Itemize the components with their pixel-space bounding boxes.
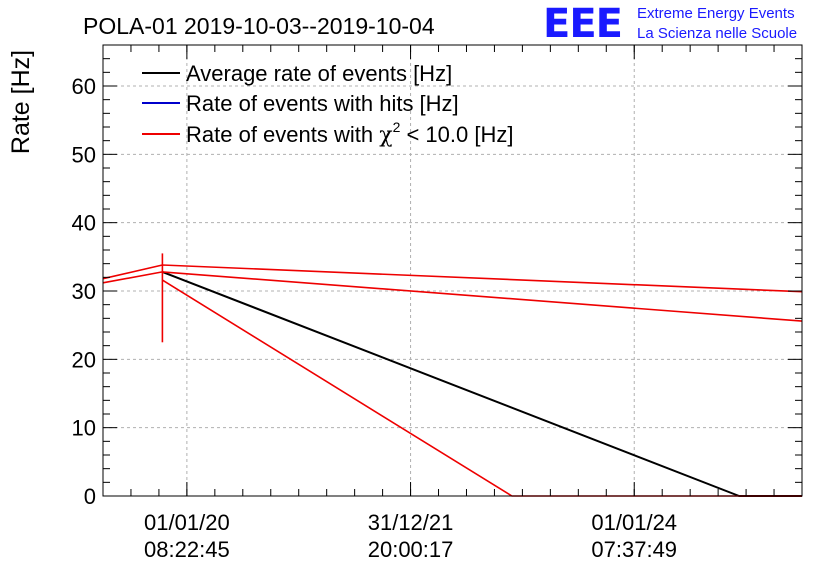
y-tick-label: 50	[72, 142, 96, 167]
y-tick-label: 20	[72, 347, 96, 372]
y-axis-label: Rate [Hz]	[7, 50, 35, 154]
x-tick-label-time: 07:37:49	[591, 537, 677, 562]
legend-label-average: Average rate of events [Hz]	[186, 61, 452, 86]
legend-chi-superscript: 2	[393, 119, 401, 135]
chart-title: POLA-01 2019-10-03--2019-10-04	[83, 13, 435, 39]
y-tick-label: 0	[84, 484, 96, 509]
plot-frame	[102, 44, 803, 497]
legend-label-hits: Rate of events with hits [Hz]	[186, 91, 459, 116]
legend-label-chi2: Rate of events with χ2 < 10.0 [Hz]	[186, 119, 513, 148]
logo-subtitle-line1: Extreme Energy Events	[637, 5, 795, 22]
grid	[103, 45, 802, 496]
legend-chi2-suffix: < 10.0 [Hz]	[400, 122, 513, 147]
legend-chi2-prefix: Rate of events with	[186, 122, 379, 147]
logo-subtitle-line2: La Scienza nelle Scuole	[637, 25, 798, 42]
x-tick-label-date: 01/01/20	[144, 510, 230, 535]
y-tick-label: 60	[72, 74, 96, 99]
y-tick-label: 30	[72, 279, 96, 304]
x-tick-label-date: 31/12/21	[368, 510, 454, 535]
x-tick-label-time: 08:22:45	[144, 537, 230, 562]
legend-chi-symbol: χ	[379, 123, 392, 148]
legend: Average rate of events [Hz] Rate of even…	[142, 61, 513, 148]
eee-logo: EEE	[543, 1, 623, 47]
y-tick-label: 40	[72, 211, 96, 236]
y-tick-label: 10	[72, 416, 96, 441]
x-tick-label-time: 20:00:17	[368, 537, 454, 562]
x-tick-label-date: 01/01/24	[591, 510, 677, 535]
